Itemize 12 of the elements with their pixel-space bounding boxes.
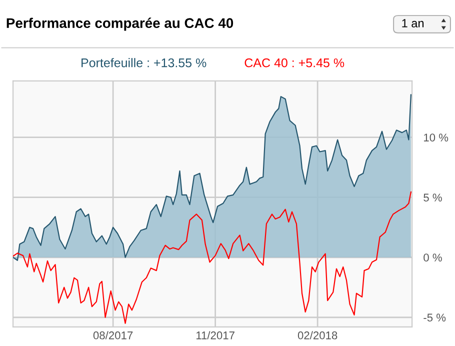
text: 1 an <box>402 19 424 28</box>
chart-title: Performance comparée au CAC 40 <box>6 18 234 31</box>
text: CAC 40 : +5.45 % <box>244 58 344 68</box>
x-tick-label: 08/2017 <box>93 331 133 340</box>
y-tick-label: 0 % <box>424 254 442 262</box>
x-tick-label: 02/2018 <box>298 331 338 340</box>
x-tick-label: 11/2017 <box>196 331 234 340</box>
text: Portefeuille : +13.55 % <box>82 58 206 68</box>
y-tick-label: 5 % <box>424 194 442 202</box>
line-series <box>13 191 412 324</box>
y-tick-label: 10 % <box>424 134 448 142</box>
y-tick-label: -5 % <box>424 314 446 322</box>
